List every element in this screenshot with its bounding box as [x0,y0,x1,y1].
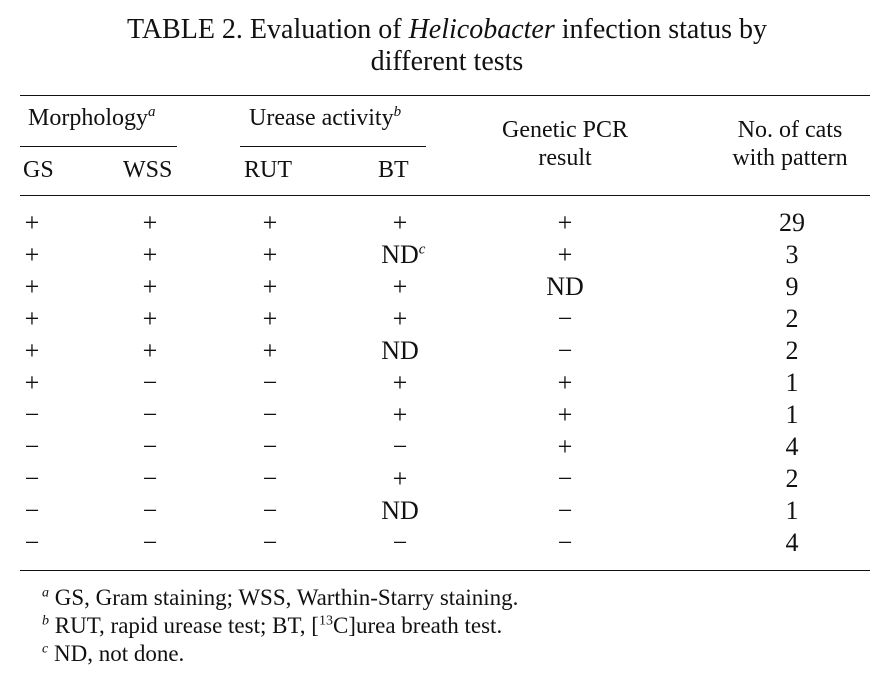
cell-pcr: + [557,240,573,269]
cell-pcr: + [557,432,573,461]
cell-wss: + [142,208,158,237]
cell-gs: − [24,496,40,525]
cell-bt: NDc [381,240,426,269]
cell-rut: − [262,400,278,429]
header-urease: Urease activityb [249,104,402,132]
cell-wss: − [142,464,158,493]
cell-rut: − [262,528,278,557]
table-row: − − − + +1 [0,399,894,431]
cell-pcr: ND [546,272,584,301]
table-row: + + + + ND 9 [0,271,894,303]
cell-cats: 29 [779,208,805,237]
cell-wss: + [142,272,158,301]
cell-gs: + [24,272,40,301]
header-wss: WSS [123,157,173,183]
cell-cats: 3 [785,240,799,269]
cell-rut: + [262,336,278,365]
cell-pcr: − [557,336,573,365]
table-row: − − − ND − 1 [0,495,894,527]
table-row: − − − + − 2 [0,463,894,495]
table-row: − − − − +4 [0,431,894,463]
cell-wss: − [142,400,158,429]
cell-cats: 1 [785,368,799,397]
cell-gs: − [24,528,40,557]
cell-wss: − [142,528,158,557]
cell-gs: + [24,208,40,237]
cell-cats: 9 [785,272,799,301]
footnote-b: b RUT, rapid urease test; BT, [13C]urea … [42,613,503,638]
table-row: + + + NDc +3 [0,239,894,271]
cell-bt: + [392,464,408,493]
cell-bt: ND [381,336,419,365]
cell-bt: + [392,368,408,397]
cell-gs: − [24,432,40,461]
title-line-1: TABLE 2. Evaluation of Helicobacter infe… [126,14,768,45]
cell-rut: + [262,208,278,237]
header-rule [20,195,870,196]
cell-bt: + [392,304,408,333]
cell-wss: − [142,432,158,461]
cell-gs: + [24,368,40,397]
header-bt: BT [378,157,409,183]
table-row: + − − + +1 [0,367,894,399]
bottom-rule [20,570,870,571]
cell-pcr: − [557,496,573,525]
cell-bt: − [392,432,408,461]
morphology-underline [20,146,177,147]
cell-gs: + [24,336,40,365]
cell-gs: − [24,464,40,493]
top-rule [20,95,870,96]
cell-pcr: − [557,304,573,333]
cell-rut: − [262,368,278,397]
cell-rut: + [262,304,278,333]
cell-pcr: + [557,400,573,429]
cell-cats: 1 [785,496,799,525]
cell-wss: − [142,496,158,525]
footnote-c: c ND, not done. [42,641,185,666]
cell-rut: − [262,464,278,493]
header-rut: RUT [244,157,292,183]
table-row: + + + + +29 [0,207,894,239]
header-pcr: Genetic PCR result [502,117,628,171]
table-row: + + + ND − 2 [0,335,894,367]
footnote-a: a GS, Gram staining; WSS, Warthin-Starry… [42,585,519,610]
cell-cats: 2 [785,464,799,493]
cell-rut: − [262,432,278,461]
cell-bt: + [392,208,408,237]
table-row: + + + + − 2 [0,303,894,335]
cell-gs: + [24,240,40,269]
header-morphology: Morphologya [28,104,156,132]
title-line-2: different tests [370,46,524,77]
cell-pcr: − [557,464,573,493]
cell-rut: + [262,272,278,301]
cell-wss: + [142,336,158,365]
cell-wss: + [142,240,158,269]
cell-wss: − [142,368,158,397]
urease-underline [240,146,426,147]
cell-pcr: − [557,528,573,557]
cell-bt: + [392,272,408,301]
cell-cats: 4 [785,528,799,557]
cell-gs: + [24,304,40,333]
cell-cats: 2 [785,336,799,365]
table-row: − − − − − 4 [0,527,894,559]
cell-cats: 1 [785,400,799,429]
cell-bt: − [392,528,408,557]
table-title: TABLE 2. Evaluation of Helicobacter infe… [0,14,894,78]
header-cats: No. of cats with pattern [732,117,848,171]
cell-pcr: + [557,208,573,237]
cell-rut: + [262,240,278,269]
cell-bt: ND [381,496,419,525]
header-gs: GS [23,157,54,183]
cell-bt: + [392,400,408,429]
cell-rut: − [262,496,278,525]
cell-pcr: + [557,368,573,397]
cell-cats: 4 [785,432,799,461]
cell-cats: 2 [785,304,799,333]
cell-wss: + [142,304,158,333]
cell-gs: − [24,400,40,429]
